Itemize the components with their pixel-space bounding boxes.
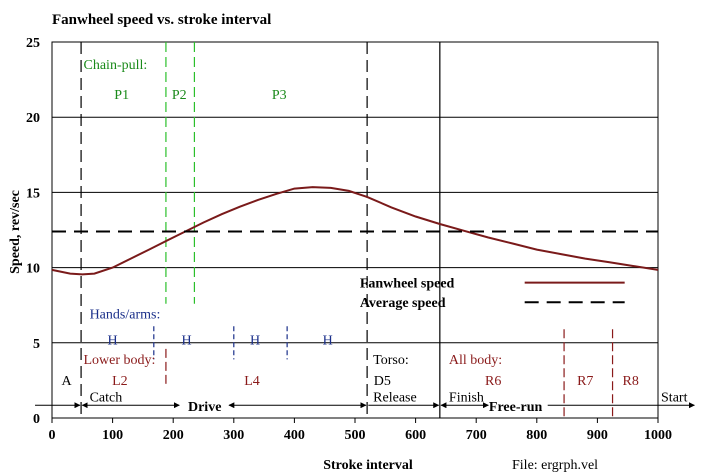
- body-phase-label: R8: [623, 374, 639, 389]
- x-tick-label: 300: [223, 428, 244, 443]
- catch-label: Catch: [90, 390, 123, 405]
- y-tick-label: 25: [26, 36, 40, 51]
- legend-label: Average speed: [360, 296, 446, 311]
- finish-label: Finish: [449, 390, 484, 405]
- body-phase-label: A: [61, 374, 72, 389]
- body-phase-label: L4: [244, 374, 260, 389]
- x-tick-label: 600: [405, 428, 426, 443]
- legend: Fanwheel speed Average speed: [360, 277, 625, 311]
- chain-phase-label: P3: [272, 88, 287, 103]
- x-tick-label: 900: [587, 428, 608, 443]
- chain-phase-label: P1: [114, 88, 129, 103]
- fanwheel-speed-line: [51, 186, 659, 276]
- x-tick-label: 200: [163, 428, 184, 443]
- hands-arms-label: Hands/arms:: [90, 308, 161, 323]
- body-phase-label: R7: [577, 374, 593, 389]
- hands-phase-label: H: [250, 333, 260, 348]
- x-tick-label: 0: [49, 428, 56, 443]
- y-axis-label: Speed, rev/sec: [8, 190, 23, 274]
- body-phase-label: L2: [112, 374, 128, 389]
- drive-label: Drive: [188, 400, 221, 415]
- free-run-label: Free-run: [489, 400, 543, 415]
- torso-label: Torso:: [373, 353, 409, 368]
- hands-phase-label: H: [323, 333, 333, 348]
- x-tick-label: 500: [345, 428, 366, 443]
- hands-phase-label: H: [108, 333, 118, 348]
- x-axis-label: Stroke interval: [323, 458, 413, 473]
- axis-ticks: 0 100 200 300 400 500 600 700 800 900 1000 0 5 10 15 20…: [26, 36, 672, 443]
- x-tick-label: 700: [466, 428, 487, 443]
- x-tick-label: 400: [284, 428, 305, 443]
- y-tick-label: 20: [26, 111, 40, 126]
- y-tick-label: 10: [26, 262, 40, 277]
- legend-label: Fanwheel speed: [360, 277, 455, 292]
- start-label: Start: [661, 390, 688, 405]
- body-phase-label: R6: [485, 374, 501, 389]
- hands-phase-label: H: [181, 333, 191, 348]
- y-tick-label: 5: [33, 337, 40, 352]
- chain-phase-label: P2: [172, 88, 187, 103]
- chart-title: Fanwheel speed vs. stroke interval: [52, 12, 271, 28]
- x-tick-label: 800: [526, 428, 547, 443]
- x-tick-label: 100: [102, 428, 123, 443]
- y-tick-label: 0: [33, 412, 40, 427]
- y-tick-label: 15: [26, 186, 40, 201]
- x-tick-label: 1000: [644, 428, 672, 443]
- annotations: Chain-pull: P1 P2 P3 Hands/arms: H H H H Lower bo…: [35, 58, 695, 415]
- body-phase-label: D5: [374, 374, 391, 389]
- vertical-markers: [80, 42, 614, 418]
- file-label: File: ergrph.vel: [512, 458, 598, 473]
- all-body-label: All body:: [449, 353, 502, 368]
- release-label: Release: [373, 390, 417, 405]
- chain-pull-label: Chain-pull:: [84, 58, 148, 73]
- lower-body-label: Lower body:: [84, 353, 156, 368]
- series-lines: [51, 186, 659, 276]
